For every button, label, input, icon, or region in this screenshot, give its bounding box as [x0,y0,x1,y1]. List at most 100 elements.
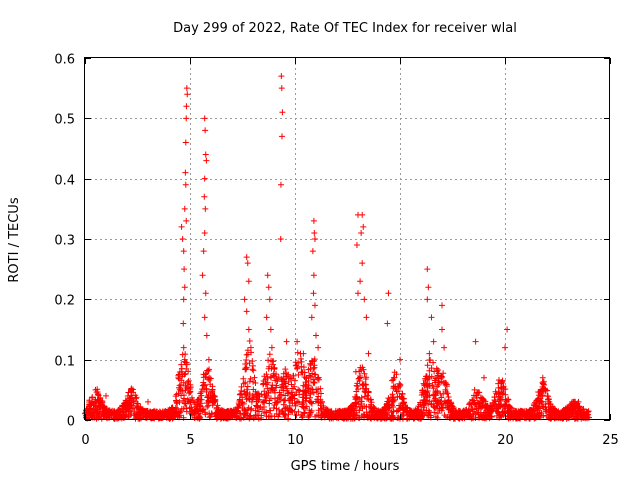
data-point [242,361,249,368]
data-point [212,398,219,405]
data-point [573,413,580,420]
data-point [355,401,362,408]
data-point [310,379,317,386]
data-point [216,412,223,419]
data-point [441,344,448,351]
data-point [387,394,394,401]
data-point [441,380,448,387]
data-point [260,377,267,384]
data-point [204,394,211,401]
data-point [423,389,430,396]
data-point [99,403,106,410]
data-point [540,378,547,385]
data-point [263,314,270,321]
data-point [181,284,188,291]
data-point [203,157,210,164]
data-point [85,411,92,418]
data-point [244,260,251,267]
data-point [321,409,328,416]
data-point [538,399,545,406]
data-point [567,401,574,408]
data-point [427,357,434,364]
data-point [180,379,187,386]
data-point [390,385,397,392]
data-point [186,405,193,412]
data-point [200,386,207,393]
data-point [382,415,389,422]
data-point [203,386,210,393]
data-point [181,266,188,273]
data-point [110,411,117,418]
y-tick-label: 0.2 [54,294,75,309]
data-point [424,362,431,369]
data-point [309,386,316,393]
data-point [446,403,453,410]
data-point [92,405,99,412]
data-point [297,355,304,362]
data-point [261,392,268,399]
data-point [256,408,263,415]
data-point [299,413,306,420]
data-point [188,394,195,401]
data-point [239,394,246,401]
data-point [244,383,251,390]
data-point [259,406,266,413]
data-point [266,351,273,358]
data-point [309,358,316,365]
data-point [271,365,278,372]
data-point [180,296,187,303]
data-point [246,378,253,385]
data-point [280,375,287,382]
data-point [536,392,543,399]
data-point [495,377,502,384]
data-point [246,360,253,367]
data-point [180,397,187,404]
data-point [433,365,440,372]
data-point [178,361,185,368]
data-point [363,314,370,321]
data-point [202,290,209,297]
data-point [488,413,495,420]
data-point [306,412,313,419]
data-point [202,127,209,134]
data-point [182,351,189,358]
data-point [283,338,290,345]
data-point [354,380,361,387]
data-point [224,408,231,415]
data-point [476,399,483,406]
data-point [303,392,310,399]
data-point [109,407,116,414]
data-point [296,391,303,398]
data-point [125,407,132,414]
data-point [236,402,243,409]
y-tick-label: 0.4 [54,174,75,189]
data-point [286,375,293,382]
data-point [242,366,249,373]
data-point [467,406,474,413]
data-point [169,404,176,411]
data-point [247,412,254,419]
data-point [93,409,100,416]
data-point [199,272,206,279]
data-point [115,407,122,414]
data-point [249,362,256,369]
data-point [209,386,216,393]
data-point [315,393,322,400]
data-point [279,109,286,116]
data-point [543,406,550,413]
data-point [270,404,277,411]
data-point [399,395,406,402]
data-point [291,383,298,390]
data-point [266,296,273,303]
data-point [307,389,314,396]
data-point [103,392,109,399]
data-point [179,236,186,242]
data-point [532,399,539,406]
data-point [240,375,247,382]
data-point [189,409,196,416]
data-point [423,382,430,389]
data-point [262,408,269,415]
data-point [99,398,106,405]
data-point [269,386,276,393]
data-point [556,413,563,420]
